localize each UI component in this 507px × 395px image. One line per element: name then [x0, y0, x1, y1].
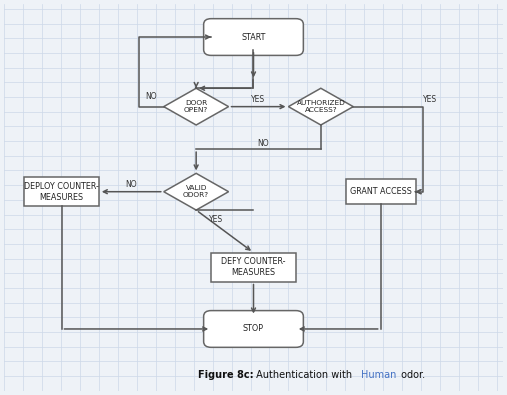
FancyBboxPatch shape — [204, 19, 303, 55]
Text: DEPLOY COUNTER-
MEASURES: DEPLOY COUNTER- MEASURES — [24, 182, 99, 202]
Text: NO: NO — [126, 180, 137, 189]
Polygon shape — [164, 88, 229, 125]
Text: DEFY COUNTER-
MEASURES: DEFY COUNTER- MEASURES — [221, 257, 286, 277]
Text: Authentication with: Authentication with — [254, 371, 356, 380]
Text: STOP: STOP — [243, 324, 264, 333]
FancyBboxPatch shape — [211, 252, 296, 282]
FancyBboxPatch shape — [204, 310, 303, 347]
Text: Human: Human — [360, 371, 396, 380]
Text: YES: YES — [423, 95, 438, 104]
Text: GRANT ACCESS: GRANT ACCESS — [350, 187, 412, 196]
Text: YES: YES — [208, 215, 223, 224]
Text: AUTHORIZED
ACCESS?: AUTHORIZED ACCESS? — [297, 100, 345, 113]
Text: START: START — [241, 32, 266, 41]
FancyBboxPatch shape — [24, 177, 99, 206]
Polygon shape — [288, 88, 353, 125]
Text: NO: NO — [258, 139, 269, 148]
Text: NO: NO — [146, 92, 157, 102]
Text: YES: YES — [251, 95, 266, 104]
Text: Figure 8c:: Figure 8c: — [198, 371, 254, 380]
Polygon shape — [164, 173, 229, 210]
Text: VALID
ODOR?: VALID ODOR? — [183, 185, 209, 198]
Text: DOOR
OPEN?: DOOR OPEN? — [184, 100, 208, 113]
Text: odor.: odor. — [398, 371, 425, 380]
FancyBboxPatch shape — [346, 179, 416, 204]
